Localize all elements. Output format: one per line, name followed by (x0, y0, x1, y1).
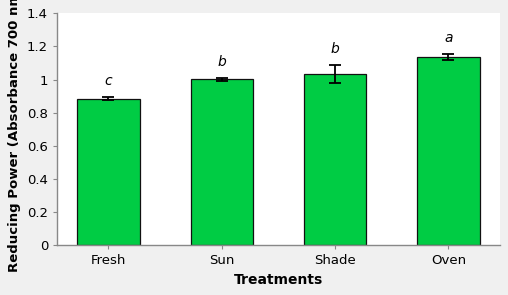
Bar (190, 79, 253, 245)
Text: b: b (331, 42, 339, 55)
Text: c: c (105, 74, 112, 88)
Y-axis label: Reducing Power (Absorbance 700 nm): Reducing Power (Absorbance 700 nm) (8, 0, 21, 272)
Bar (304, 74, 366, 245)
Text: b: b (217, 55, 226, 69)
Bar (417, 57, 480, 245)
Bar (77, 99, 140, 245)
Text: a: a (444, 31, 453, 45)
X-axis label: Treatments: Treatments (234, 273, 323, 287)
